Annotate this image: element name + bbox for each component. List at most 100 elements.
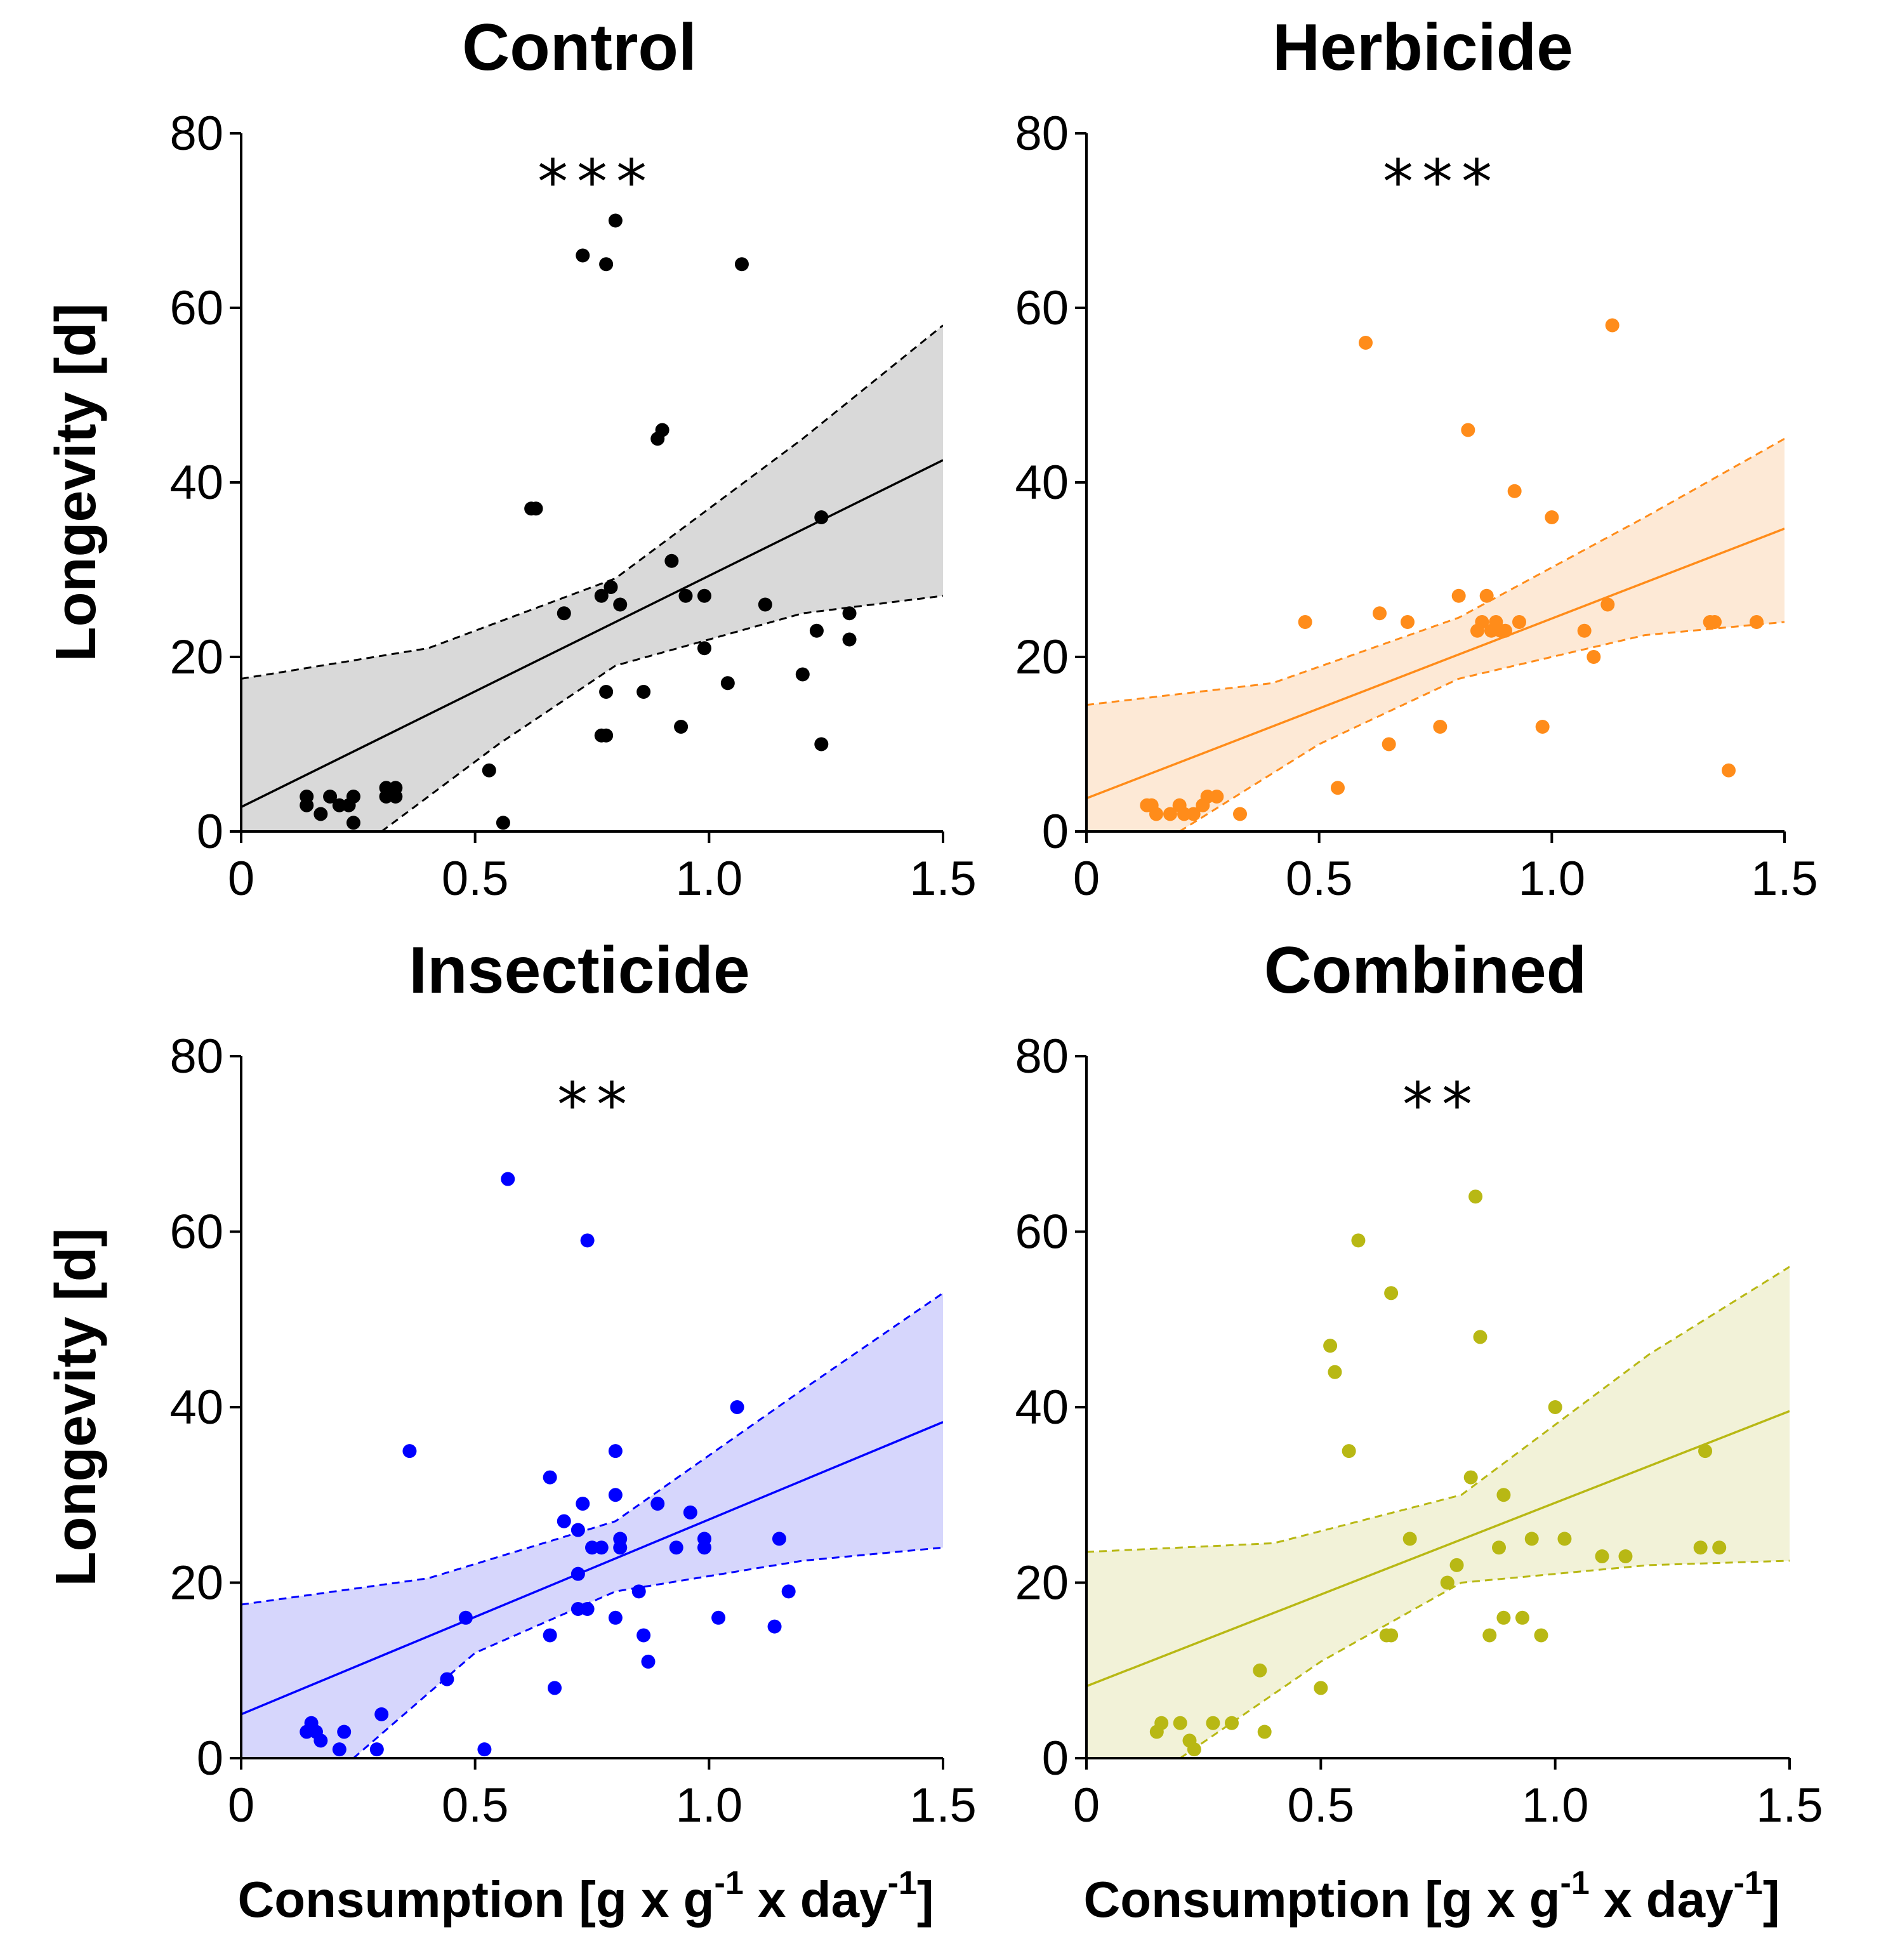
plot-area [241, 324, 943, 831]
plot-area [1086, 437, 1785, 831]
data-point [1468, 1189, 1483, 1204]
data-point [1149, 807, 1163, 821]
data-point [557, 1514, 571, 1528]
data-point [402, 1444, 417, 1459]
data-point [1451, 588, 1466, 603]
x-tick-label: 0.5 [1286, 852, 1353, 906]
confidence-band [241, 325, 943, 831]
data-point [1433, 720, 1448, 734]
y-tick-label: 0 [197, 805, 223, 859]
data-point [1206, 1716, 1220, 1730]
significance-stars: *** [538, 147, 656, 218]
data-point [1323, 1339, 1338, 1353]
y-tick-label: 40 [169, 456, 223, 510]
data-point [599, 685, 614, 699]
data-point [1382, 737, 1396, 752]
data-point [1463, 1470, 1478, 1485]
ci-lower-line [352, 1546, 943, 1758]
y-tick-label: 20 [169, 1556, 223, 1610]
data-point [313, 807, 328, 821]
data-point [1595, 1549, 1609, 1564]
data-point [720, 676, 735, 691]
data-point [1210, 790, 1224, 804]
data-point [697, 641, 711, 656]
data-point [1693, 1540, 1708, 1555]
data-point [1548, 1400, 1562, 1414]
data-point [608, 213, 623, 228]
data-point [1257, 1725, 1272, 1739]
x-tick-label: 1.5 [909, 1778, 977, 1832]
data-point [1498, 623, 1512, 638]
data-point [730, 1400, 744, 1414]
y-tick-label: 20 [1015, 630, 1069, 684]
data-point [781, 1584, 796, 1599]
y-tick-label: 80 [1015, 1030, 1069, 1083]
data-point [1351, 1233, 1366, 1248]
significance-stars: *** [1383, 147, 1501, 218]
y-tick-label: 0 [1042, 805, 1069, 859]
data-point [1233, 807, 1247, 821]
data-point [1722, 763, 1736, 778]
data-point [767, 1619, 782, 1634]
data-point [576, 248, 590, 263]
panel-title: Control [462, 11, 697, 84]
data-point [346, 790, 360, 804]
data-point [440, 1672, 454, 1686]
y-tick-label: 80 [169, 1030, 223, 1083]
y-axis-label: Longevity [d] [44, 303, 108, 662]
y-tick-label: 60 [1015, 1205, 1069, 1259]
data-point [1328, 1365, 1342, 1379]
data-point [650, 1497, 665, 1511]
y-tick-label: 60 [169, 1205, 223, 1259]
data-point [1545, 510, 1559, 524]
data-point [482, 763, 496, 778]
data-point [1524, 1532, 1539, 1546]
data-point [842, 606, 857, 621]
data-point [543, 1470, 557, 1485]
x-tick-label: 0 [1073, 852, 1100, 906]
x-tick-label: 1.0 [676, 852, 743, 906]
data-point [501, 1172, 515, 1186]
regression-line [1086, 1410, 1790, 1688]
data-point [323, 790, 338, 804]
data-point [637, 685, 651, 699]
data-point [1618, 1549, 1633, 1564]
data-point [1384, 1286, 1399, 1301]
regression-line [1086, 527, 1785, 800]
data-point [1253, 1663, 1267, 1678]
y-tick-label: 60 [1015, 281, 1069, 335]
data-point [758, 597, 772, 612]
data-point [300, 798, 314, 812]
y-tick-label: 40 [1015, 456, 1069, 510]
confidence-band [241, 1293, 943, 1758]
x-tick-label: 0 [228, 852, 254, 906]
data-point [496, 816, 510, 830]
data-point [388, 790, 403, 804]
data-point [814, 737, 829, 752]
data-point [571, 1566, 585, 1581]
data-point [1359, 336, 1373, 350]
data-point [1224, 1716, 1239, 1730]
data-point [734, 257, 749, 272]
y-tick-label: 80 [1015, 107, 1069, 161]
plot-area [1086, 1266, 1790, 1758]
data-point [374, 1707, 389, 1721]
data-point [477, 1742, 492, 1757]
y-tick-label: 20 [169, 630, 223, 684]
data-point [1298, 615, 1312, 629]
data-point [1577, 623, 1592, 638]
significance-stars: ** [1402, 1069, 1481, 1141]
data-point [1708, 615, 1722, 629]
data-point [576, 1497, 590, 1511]
data-point [842, 632, 857, 647]
data-point [1384, 1628, 1399, 1643]
regression-line [241, 1420, 943, 1716]
x-tick-label: 1.5 [909, 852, 977, 906]
data-point [594, 1540, 609, 1555]
regression-line [241, 459, 943, 809]
data-point [599, 728, 614, 743]
panel-control: 0 20 40 60 80 0 0.5 1.0 1.5 Control *** Longevity [… [44, 11, 977, 906]
data-point [369, 1742, 384, 1757]
data-point [337, 1725, 352, 1739]
data-point [814, 510, 829, 524]
